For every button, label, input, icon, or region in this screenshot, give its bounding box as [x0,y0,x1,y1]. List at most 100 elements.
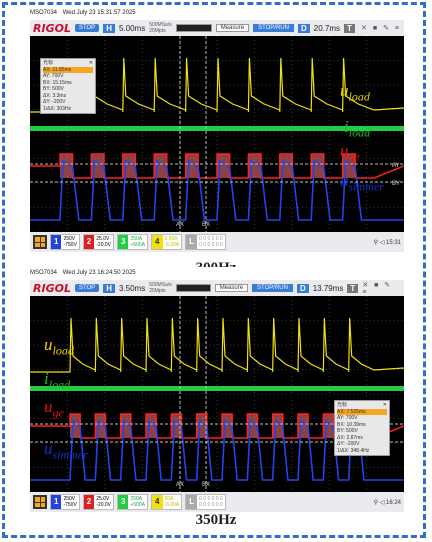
label-u-load: uload [44,335,74,358]
scope-toolbar: RIGOL STOP H 5.00ms 500MSa/s 25Mpts Meas… [30,20,404,36]
channel-number: 2 [83,495,95,509]
channel-offset: +500A [130,242,146,248]
channel-scale: 25.0V [96,496,110,502]
sample-rate: 500MSa/s [149,282,172,288]
toolbar-icons[interactable]: ✕ ■ ✎ ≡ [362,281,393,296]
u-simmer-trace [30,419,404,481]
stop-run-button[interactable]: STOP/RUN [252,284,293,292]
cursor-row: 1/ΔX: 303Hz [43,105,72,112]
label-i-load: iload [44,369,71,392]
gate-pulse-highlight [298,414,309,438]
channel-status-bar: 1 250V -750V 2 25.0V -20.0V 3 250A +500A 4 … [30,232,404,252]
cursor-row: ΔX: 2.87ms [337,434,363,441]
cursor-row: ΔX: 3.3ms [43,92,67,99]
cursor-row: BY: 500V [43,86,64,92]
cursor-readout-box[interactable]: 光标 ✕ AX: 7.525ms AY: 700V BX: 10.39ms BY… [334,400,390,456]
trigger-key[interactable]: T [347,283,359,293]
channel-scale: 250V [63,236,76,242]
acquisition-info: 500MSa/s 25Mpts [149,282,172,294]
waveform-svg: AX BX [30,296,404,492]
channel-scale: 0 0 0 0 0 0 [199,236,223,242]
measure-button[interactable]: Measure [214,284,249,292]
trigger-key[interactable]: T [343,23,355,33]
gate-pulse-highlight [272,414,283,438]
channel-offset: +500A [130,502,146,508]
cursor-row: 1/ΔX: 348.4Hz [337,447,370,454]
channel-2-indicator[interactable]: 2 25.0V -20.0V [82,234,114,250]
stop-run-button[interactable]: STOP/RUN [253,24,294,32]
menu-grid-icon[interactable] [33,235,47,249]
horizontal-key[interactable]: H [103,23,115,33]
run-state-badge[interactable]: STOP [74,284,100,292]
cursor-marker-bx: BX [202,222,210,228]
system-tray-time: ⚲ ◁ 15:31 [373,239,401,246]
channel-offset: 0 0 0 0 0 0 [199,502,223,508]
cursor-marker-ax: AX [176,222,184,228]
acquisition-info: 500MSa/s 25Mpts [149,22,172,34]
u-ge-trace [30,153,404,179]
waveform-svg: AX BX AY BY [30,36,404,232]
i-load-trace [30,386,404,391]
gate-pulse-highlight [120,414,131,438]
channel-scale: 25.0V [96,236,110,242]
waveform-plot: AX BX [30,296,404,492]
label-u-load: uload [340,81,370,104]
waveform-plot: AX BX AY BY [30,36,404,232]
waveform-overview-bar[interactable] [175,24,212,32]
horizontal-key[interactable]: H [103,283,115,293]
channel-4-indicator[interactable]: 4 5.00A -6.00A [151,234,183,250]
gate-pulse-highlight [222,414,233,438]
delay-value: 13.79ms [312,283,344,293]
channel-1-indicator[interactable]: 1 250V -750V [50,234,80,250]
channel-offset: -20.0V [96,502,111,508]
channel-3-indicator[interactable]: 3 250A +500A [116,234,149,250]
brand-logo: RIGOL [33,281,71,295]
cursor-row: ΔY: -200V [337,441,360,447]
waveform-overview-bar[interactable] [175,284,211,292]
channel-4-indicator[interactable]: 4 20A -6.00A [151,494,183,510]
cursor-marker-bx: BX [202,482,210,488]
caption-350hz: 350Hz [195,512,237,528]
close-icon[interactable]: ✕ [382,402,387,408]
scope-toolbar: RIGOL STOP H 3.50ms 500MSa/s 25Mpts Meas… [30,280,404,296]
close-icon[interactable]: ✕ [88,60,93,66]
sample-rate: 500MSa/s [149,22,172,28]
memory-depth: 25Mpts [149,28,166,34]
channel-3-indicator[interactable]: 3 250A +500A [116,494,149,510]
clock-time: 16:24 [385,499,401,506]
channel-scale: 20A [164,496,174,502]
delay-key[interactable]: D [296,283,309,293]
menu-grid-icon[interactable] [33,495,47,509]
cursor-row: AY: 700V [43,73,64,79]
cursor-row: BX: 10.39ms [337,421,366,428]
channel-offset: -20.0V [96,242,111,248]
system-tray-time: ⚲ ◁ 16:24 [373,499,401,506]
label-u-ge: uge [340,141,360,164]
delay-key[interactable]: D [297,23,310,33]
toolbar-icons[interactable]: ✕ ■ ✎ ≡ [361,25,401,32]
gate-pulse-highlight [95,414,106,438]
oscilloscope-panel-350hz: MSO7034 Wed July 23 16:24:50 2025 RIGOL … [30,267,404,512]
channel-2-indicator[interactable]: 2 25.0V -20.0V [82,494,114,510]
model-label: MSO7034 [30,10,58,16]
channel-number: 3 [117,495,129,509]
channel-scale: 250V [63,496,76,502]
run-state-badge[interactable]: STOP [74,24,100,32]
cursor-box-title: 光标 [337,402,348,408]
cursor-readout-box[interactable]: 光标 ✕ AX: 11.85ms AY: 700V BX: 15.15ms BY… [40,58,96,114]
cursor-box-title: 光标 [43,60,54,66]
label-u-simmer: usimmer [340,171,384,194]
u-simmer-trace [30,159,404,221]
clock-time: 15:31 [385,239,401,246]
cursor-row: BY: 500V [337,428,358,434]
label-i-load: iload [344,117,371,140]
channel-number: 4 [152,495,163,509]
label-u-ge: uge [44,397,64,420]
measure-button[interactable]: Measure [215,24,250,32]
channel-number: L [186,235,198,249]
timebase-value: 3.50ms [118,283,146,293]
cursor-marker-ax: AX [176,482,184,488]
channel-1-indicator[interactable]: 1 250V -750V [50,494,80,510]
